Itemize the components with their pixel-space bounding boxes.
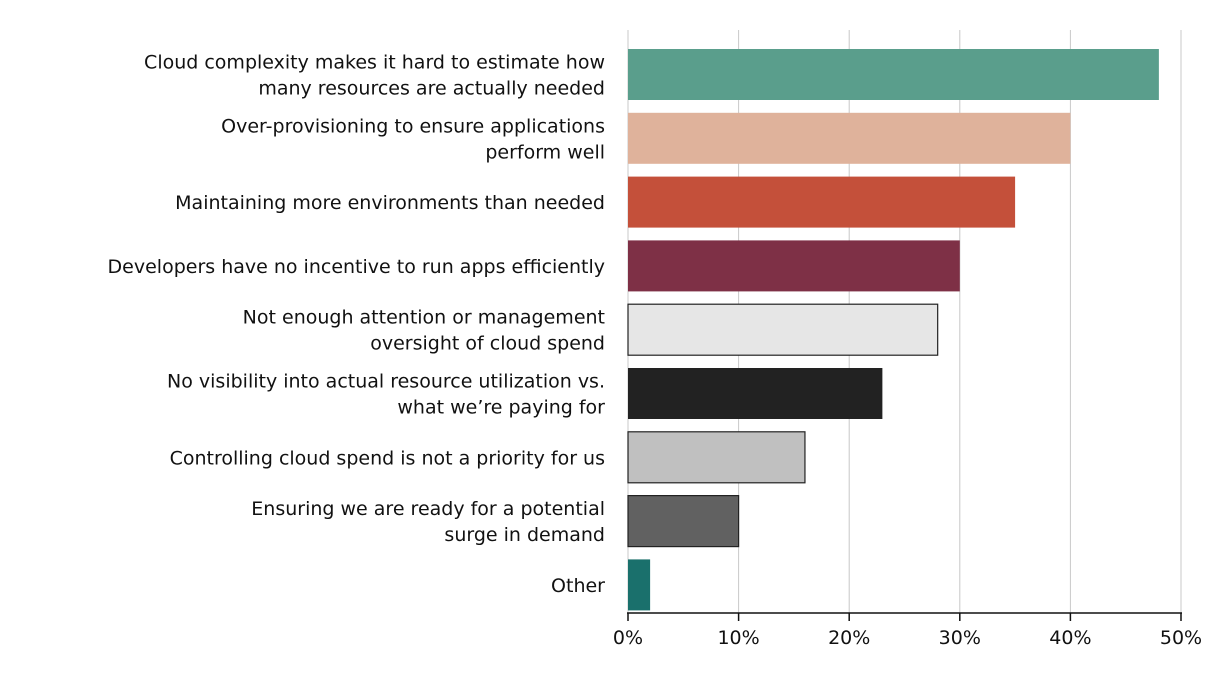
category-label: perform well xyxy=(485,141,605,163)
category-label: what we’re paying for xyxy=(397,397,605,419)
bar xyxy=(628,240,960,292)
category-label: surge in demand xyxy=(444,524,605,546)
bar xyxy=(627,495,740,548)
category-label: Cloud complexity makes it hard to estima… xyxy=(144,52,605,74)
category-label: No visibility into actual resource utili… xyxy=(167,371,605,393)
bar xyxy=(628,49,1159,100)
category-label: Over-provisioning to ensure applications xyxy=(221,115,605,137)
bar xyxy=(627,431,806,484)
bar xyxy=(628,368,883,419)
bar xyxy=(627,303,939,356)
x-tick-label: 0% xyxy=(613,627,643,649)
x-tick-label: 50% xyxy=(1160,627,1202,649)
category-label: Other xyxy=(551,575,605,597)
category-label: Controlling cloud spend is not a priorit… xyxy=(170,447,605,469)
x-tick-label: 10% xyxy=(717,627,759,649)
x-tick-label: 40% xyxy=(1049,627,1091,649)
bar xyxy=(628,112,1071,164)
bar xyxy=(628,176,1016,228)
category-label: Developers have no incentive to run apps… xyxy=(108,256,605,278)
category-label: Not enough attention or management xyxy=(243,307,605,329)
category-label: Maintaining more environments than neede… xyxy=(175,192,605,214)
category-label: Ensuring we are ready for a potential xyxy=(251,498,605,520)
bar xyxy=(628,559,651,611)
x-tick-label: 20% xyxy=(828,627,870,649)
category-label: oversight of cloud spend xyxy=(370,333,605,355)
x-tick-label: 30% xyxy=(939,627,981,649)
category-label: many resources are actually needed xyxy=(258,78,605,100)
